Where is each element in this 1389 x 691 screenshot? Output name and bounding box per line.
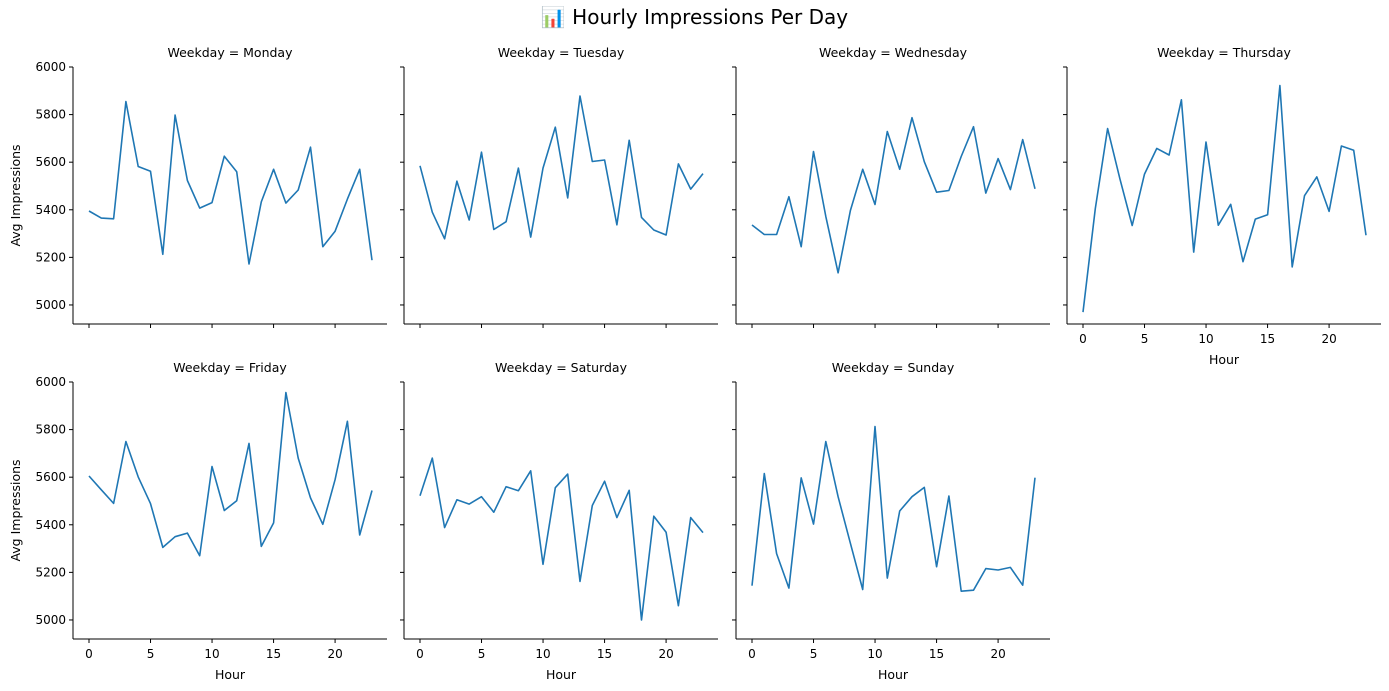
x-tick-label: 20 [990, 647, 1005, 661]
facet-panel: Weekday = Saturday 0 5 10 15 20 Hour [400, 360, 718, 682]
x-tick-label: 5 [1141, 332, 1149, 346]
y-tick-label: 5400 [35, 518, 66, 532]
y-tick-label: 5000 [35, 298, 66, 312]
facet-title: Weekday = Thursday [1157, 45, 1291, 60]
x-tick-label: 0 [1079, 332, 1087, 346]
y-tick-label: 6000 [35, 60, 66, 74]
y-tick-label: 5600 [35, 155, 66, 169]
series-line [419, 457, 704, 621]
facet-panel: Weekday = Tuesday [400, 45, 718, 328]
x-tick-label: 0 [748, 647, 756, 661]
facet-panel: Weekday = Thursday 0 5 10 15 20 Hour [1063, 45, 1381, 367]
x-tick-label: 0 [85, 647, 93, 661]
facet-panel: Weekday = Friday500052005400560058006000… [8, 360, 387, 682]
y-tick-label: 5200 [35, 250, 66, 264]
facet-panel: Weekday = Wednesday [732, 45, 1050, 328]
x-tick-label: 0 [416, 647, 424, 661]
x-tick-label: 20 [658, 647, 673, 661]
y-tick-label: 5600 [35, 470, 66, 484]
y-tick-label: 5200 [35, 565, 66, 579]
facet-title: Weekday = Saturday [495, 360, 628, 375]
x-tick-label: 10 [535, 647, 550, 661]
series-line [1082, 84, 1367, 313]
series-line [751, 425, 1036, 593]
x-tick-label: 15 [266, 647, 281, 661]
x-tick-label: 10 [867, 647, 882, 661]
facet-title: Weekday = Monday [167, 45, 293, 60]
x-tick-label: 5 [478, 647, 486, 661]
y-tick-label: 6000 [35, 375, 66, 389]
x-axis-label: Hour [546, 667, 577, 682]
x-tick-label: 15 [1260, 332, 1275, 346]
x-axis-label: Hour [1209, 352, 1240, 367]
facet-title: Weekday = Friday [173, 360, 287, 375]
facet-panel: Weekday = Monday 5000 5200 5400 5600 5800 6000… [8, 45, 387, 328]
facet-title: Weekday = Tuesday [498, 45, 625, 60]
series-line [88, 391, 373, 557]
x-tick-label: 15 [597, 647, 612, 661]
x-tick-label: 15 [929, 647, 944, 661]
y-axis-label: Avg Impressions [8, 144, 23, 246]
x-axis-label: Hour [215, 667, 246, 682]
y-tick-label: 5800 [35, 108, 66, 122]
x-tick-label: 20 [1321, 332, 1336, 346]
x-tick-label: 5 [810, 647, 818, 661]
y-tick-label: 5400 [35, 203, 66, 217]
x-axis-label: Hour [878, 667, 909, 682]
y-tick-label: 5000 [35, 613, 66, 627]
series-line [419, 95, 704, 240]
y-tick-label: 5800 [35, 423, 66, 437]
x-tick-label: 20 [327, 647, 342, 661]
facet-title: Weekday = Wednesday [819, 45, 968, 60]
facet-panel: Weekday = Sunday 0 5 10 15 20 Hour [732, 360, 1050, 682]
x-tick-label: 5 [147, 647, 155, 661]
x-tick-label: 10 [1198, 332, 1213, 346]
series-line [751, 116, 1036, 274]
series-line [88, 100, 373, 265]
y-axis-label: Avg Impressions [8, 459, 23, 561]
facet-title: Weekday = Sunday [832, 360, 955, 375]
x-tick-label: 10 [204, 647, 219, 661]
chart-title: 📊 Hourly Impressions Per Day [540, 5, 849, 29]
